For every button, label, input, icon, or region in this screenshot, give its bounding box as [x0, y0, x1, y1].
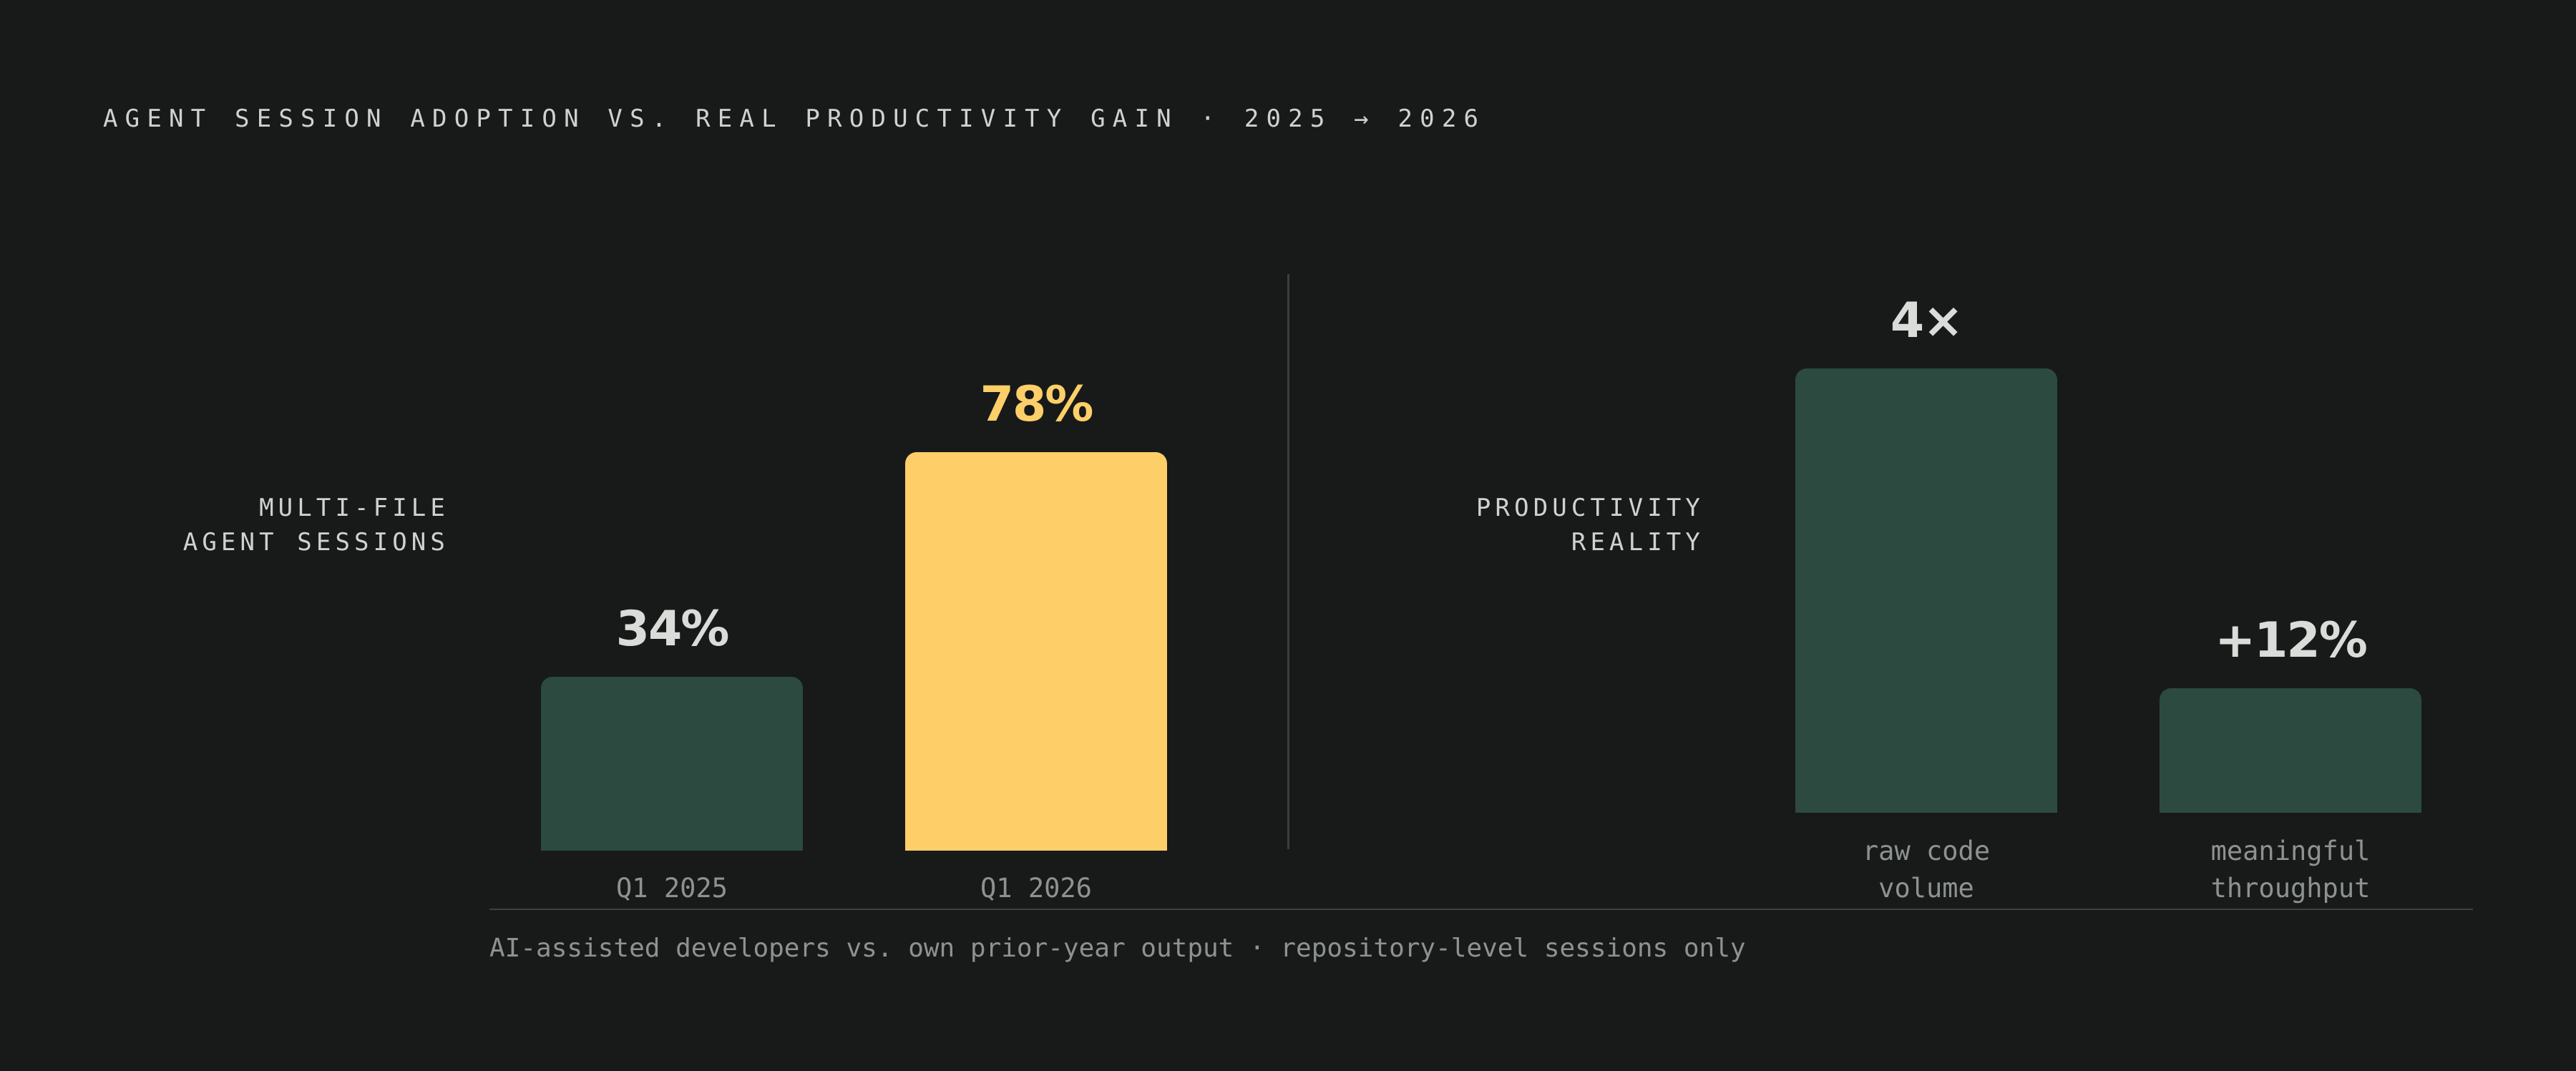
- group-label-line: PRODUCTIVITY: [1475, 494, 1704, 522]
- bar-value-label: +12%: [2215, 612, 2368, 669]
- category-label: raw code volume: [1783, 833, 2069, 907]
- category-label-line: Q1 2025: [616, 873, 728, 904]
- bar-value-label: 34%: [615, 601, 730, 657]
- bar-1-1: [2160, 688, 2421, 813]
- category-label-line: volume: [1878, 873, 1974, 904]
- chart-title: AGENT SESSION ADOPTION VS. REAL PRODUCTI…: [103, 104, 1486, 133]
- bar-1-0: [1795, 368, 2057, 813]
- group-label-line: REALITY: [1571, 528, 1704, 557]
- group-label-productivity: PRODUCTIVITY REALITY: [1476, 491, 1704, 559]
- category-label-line: raw code: [1862, 836, 1991, 866]
- bar-value-label: 4×: [1890, 293, 1963, 349]
- group-divider: [1287, 274, 1289, 849]
- category-label-line: Q1 2026: [980, 873, 1092, 904]
- category-label-line: meaningful: [2210, 836, 2371, 866]
- group-label-line: AGENT SESSIONS: [182, 528, 449, 557]
- bar-0-1: [905, 452, 1167, 851]
- footnote: AI-assisted developers vs. own prior-yea…: [489, 934, 1746, 963]
- bar-value-label: 78%: [980, 376, 1094, 433]
- category-label: Q1 2025: [529, 870, 815, 907]
- category-label-line: throughput: [2210, 873, 2371, 904]
- bar-0-0: [541, 677, 803, 851]
- group-label-line: MULTI-FILE: [259, 494, 449, 522]
- chart-baseline: [489, 909, 2473, 910]
- category-label: Q1 2026: [893, 870, 1179, 907]
- group-label-adoption: MULTI-FILE AGENT SESSIONS: [183, 491, 449, 559]
- category-label: meaningful throughput: [2147, 833, 2434, 907]
